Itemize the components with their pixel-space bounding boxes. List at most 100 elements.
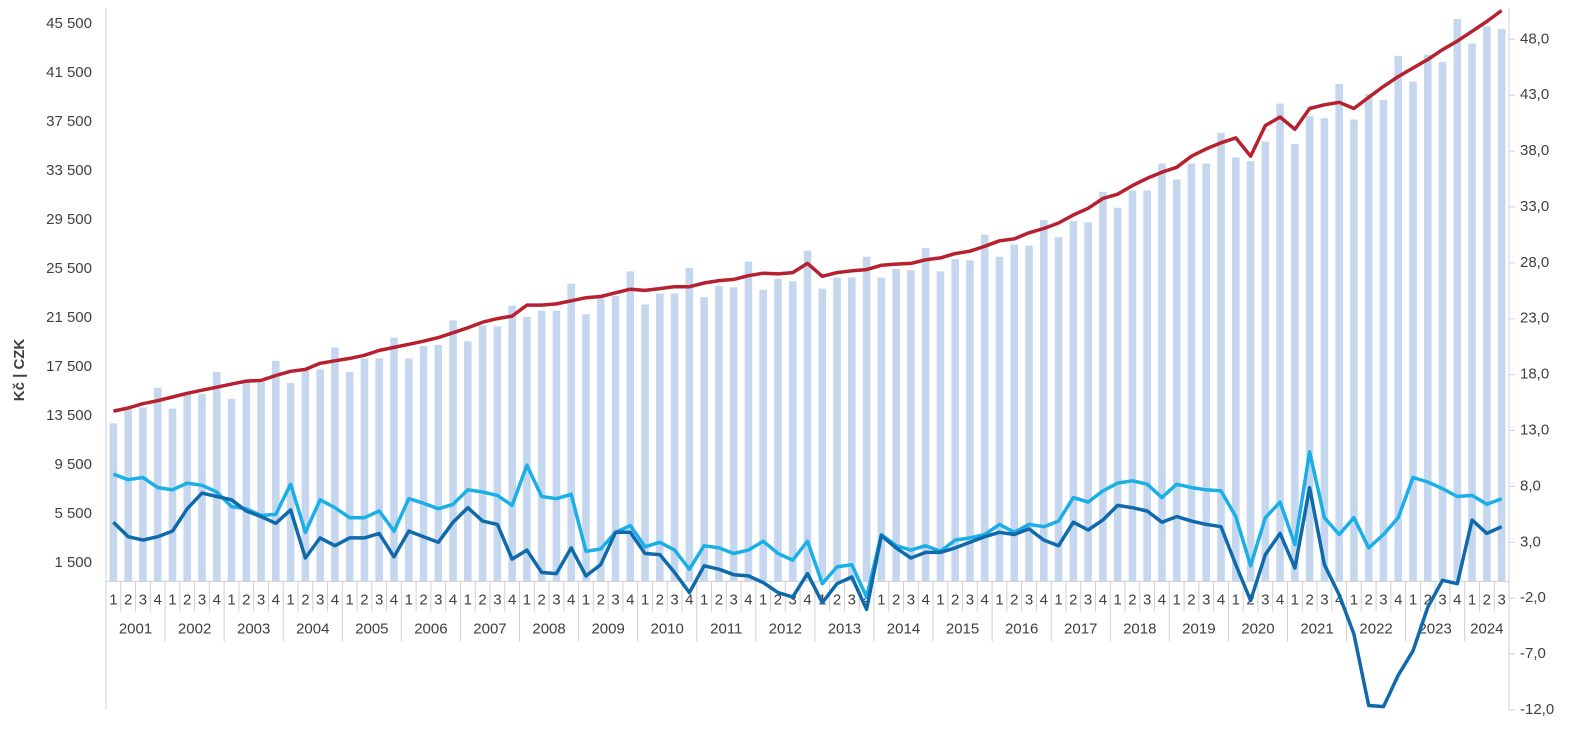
bar [685,267,694,582]
x-tick-label: 1 [1468,591,1476,608]
bar [331,347,339,582]
bar [1217,132,1225,582]
x-tick-label: 4 [390,591,398,608]
bar [449,320,457,582]
x-tick-label: 3 [611,591,619,608]
x-tick-label: 2 [774,591,782,608]
x-tick-label: 3 [139,591,147,608]
bar [183,392,192,582]
bar [434,344,443,582]
bar [700,297,708,582]
x-tick-label: 2 [833,591,841,608]
x-tick-label: 1 [1113,591,1121,608]
bar [995,256,1004,582]
year-label: 2011 [710,620,742,637]
bar [626,271,635,582]
bar [641,304,649,582]
bar [567,283,576,582]
line [113,9,1503,413]
bar [537,310,546,582]
x-tick-label: 1 [168,591,176,608]
year-label: 2007 [473,620,506,637]
bar [803,250,812,582]
bar [729,287,738,582]
bar [124,408,132,582]
bar [1187,163,1196,582]
bar [1483,26,1491,582]
bar [1246,161,1255,582]
x-tick-label: 4 [921,591,929,608]
y2-tick-label: 48,0 [1520,30,1549,47]
x-tick-label: 2 [183,591,191,608]
x-tick-label: 3 [729,591,737,608]
x-tick-label: 3 [257,591,265,608]
x-tick-label: 3 [434,591,442,608]
bar [670,293,679,582]
bar [301,369,310,582]
year-label: 2019 [1182,620,1215,637]
bar [109,423,118,582]
x-tick-label: 4 [154,591,162,608]
year-label: 2017 [1064,620,1097,637]
bar [419,346,428,582]
bar [1438,61,1447,582]
bar [877,277,886,582]
x-tick-label: 1 [700,591,708,608]
y2-tick-label: 8,0 [1520,477,1541,494]
bar [1409,81,1417,582]
x-tick-label: 4 [744,591,752,608]
bar [242,381,251,582]
year-label: 2009 [591,620,624,637]
y-tick-label: 13 500 [46,407,92,424]
year-label: 2014 [887,620,920,637]
y-axis-label: Kč | CZK [11,339,28,402]
bar [788,281,797,582]
bar [1291,143,1299,582]
x-tick-label: 3 [789,591,797,608]
x-tick-label: 4 [1394,591,1402,608]
x-tick-label: 1 [1291,591,1299,608]
x-tick-label: 4 [981,591,989,608]
x-tick-label: 4 [272,591,280,608]
x-tick-label: 1 [405,591,413,608]
bar [582,314,590,582]
y-tick-label: 41 500 [46,64,92,81]
x-tick-label: 2 [478,591,486,608]
bar [774,278,782,582]
x-tick-label: 1 [346,591,354,608]
y2-tick-label: 43,0 [1520,86,1549,103]
x-tick-label: 4 [331,591,339,608]
x-tick-label: 1 [936,591,944,608]
x-tick-label: 4 [567,591,575,608]
bar [404,358,413,582]
bar [936,271,945,582]
y2-tick-label: 28,0 [1520,254,1549,271]
year-label: 2016 [1005,620,1038,637]
bar [139,407,147,582]
x-tick-label: 3 [907,591,915,608]
x-tick-label: 2 [656,591,664,608]
x-tick-label: 2 [1483,591,1491,608]
bar [1423,54,1432,582]
bar [227,398,236,582]
x-tick-label: 4 [1217,591,1225,608]
bar [848,277,856,582]
x-tick-label: 3 [552,591,560,608]
bar [1069,221,1078,582]
bar [523,316,531,582]
y-tick-label: 25 500 [46,260,92,277]
bar [1276,103,1284,582]
x-tick-label: 4 [508,591,516,608]
year-label: 2008 [532,620,565,637]
x-tick-label: 2 [1010,591,1018,608]
y2-tick-label: 18,0 [1520,366,1549,383]
x-tick-label: 3 [1025,591,1033,608]
x-tick-label: 3 [1497,591,1505,608]
year-label: 2003 [237,620,270,637]
bar [286,382,295,582]
x-tick-label: 2 [124,591,132,608]
y2-tick-label: 3,0 [1520,533,1541,550]
x-tick-label: 2 [892,591,900,608]
bar [907,270,915,582]
x-tick-label: 2 [1365,591,1373,608]
